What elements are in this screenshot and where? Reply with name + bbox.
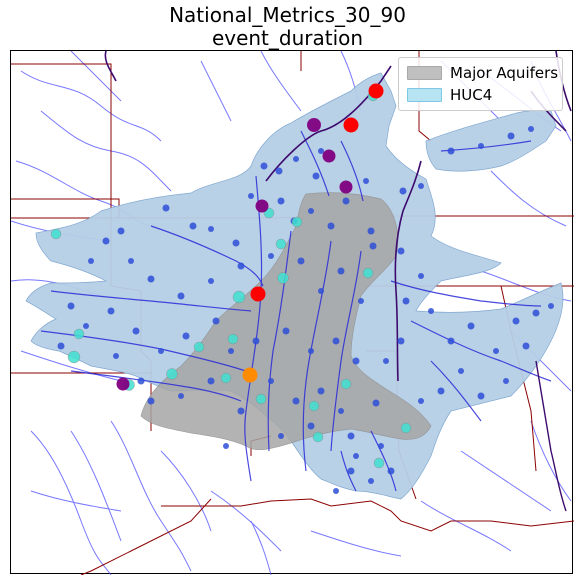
- map-legend: Major Aquifers HUC4: [398, 57, 563, 111]
- mississippi-river: [104, 50, 572, 382]
- legend-swatch-aquifer: [407, 66, 442, 80]
- legend-swatch-huc4: [407, 88, 442, 102]
- map-frame: [10, 50, 575, 576]
- huc4-region-east: [425, 109, 557, 172]
- site-dots-orange: [242, 367, 258, 383]
- site-dots-purple: [116, 118, 353, 391]
- legend-item-huc4: HUC4: [407, 85, 492, 105]
- site-dots-blue: [57, 126, 554, 494]
- legend-label-huc4: HUC4: [450, 86, 493, 104]
- map-title-line-2: event_duration: [211, 26, 364, 50]
- map-canvas: [10, 50, 575, 576]
- legend-item-major-aquifers: Major Aquifers: [407, 63, 558, 83]
- map-title-line-1: National_Metrics_30_90: [169, 3, 406, 27]
- legend-label-aquifers: Major Aquifers: [450, 64, 559, 82]
- site-dots-red: [250, 83, 384, 302]
- state-river-east: [535, 360, 567, 512]
